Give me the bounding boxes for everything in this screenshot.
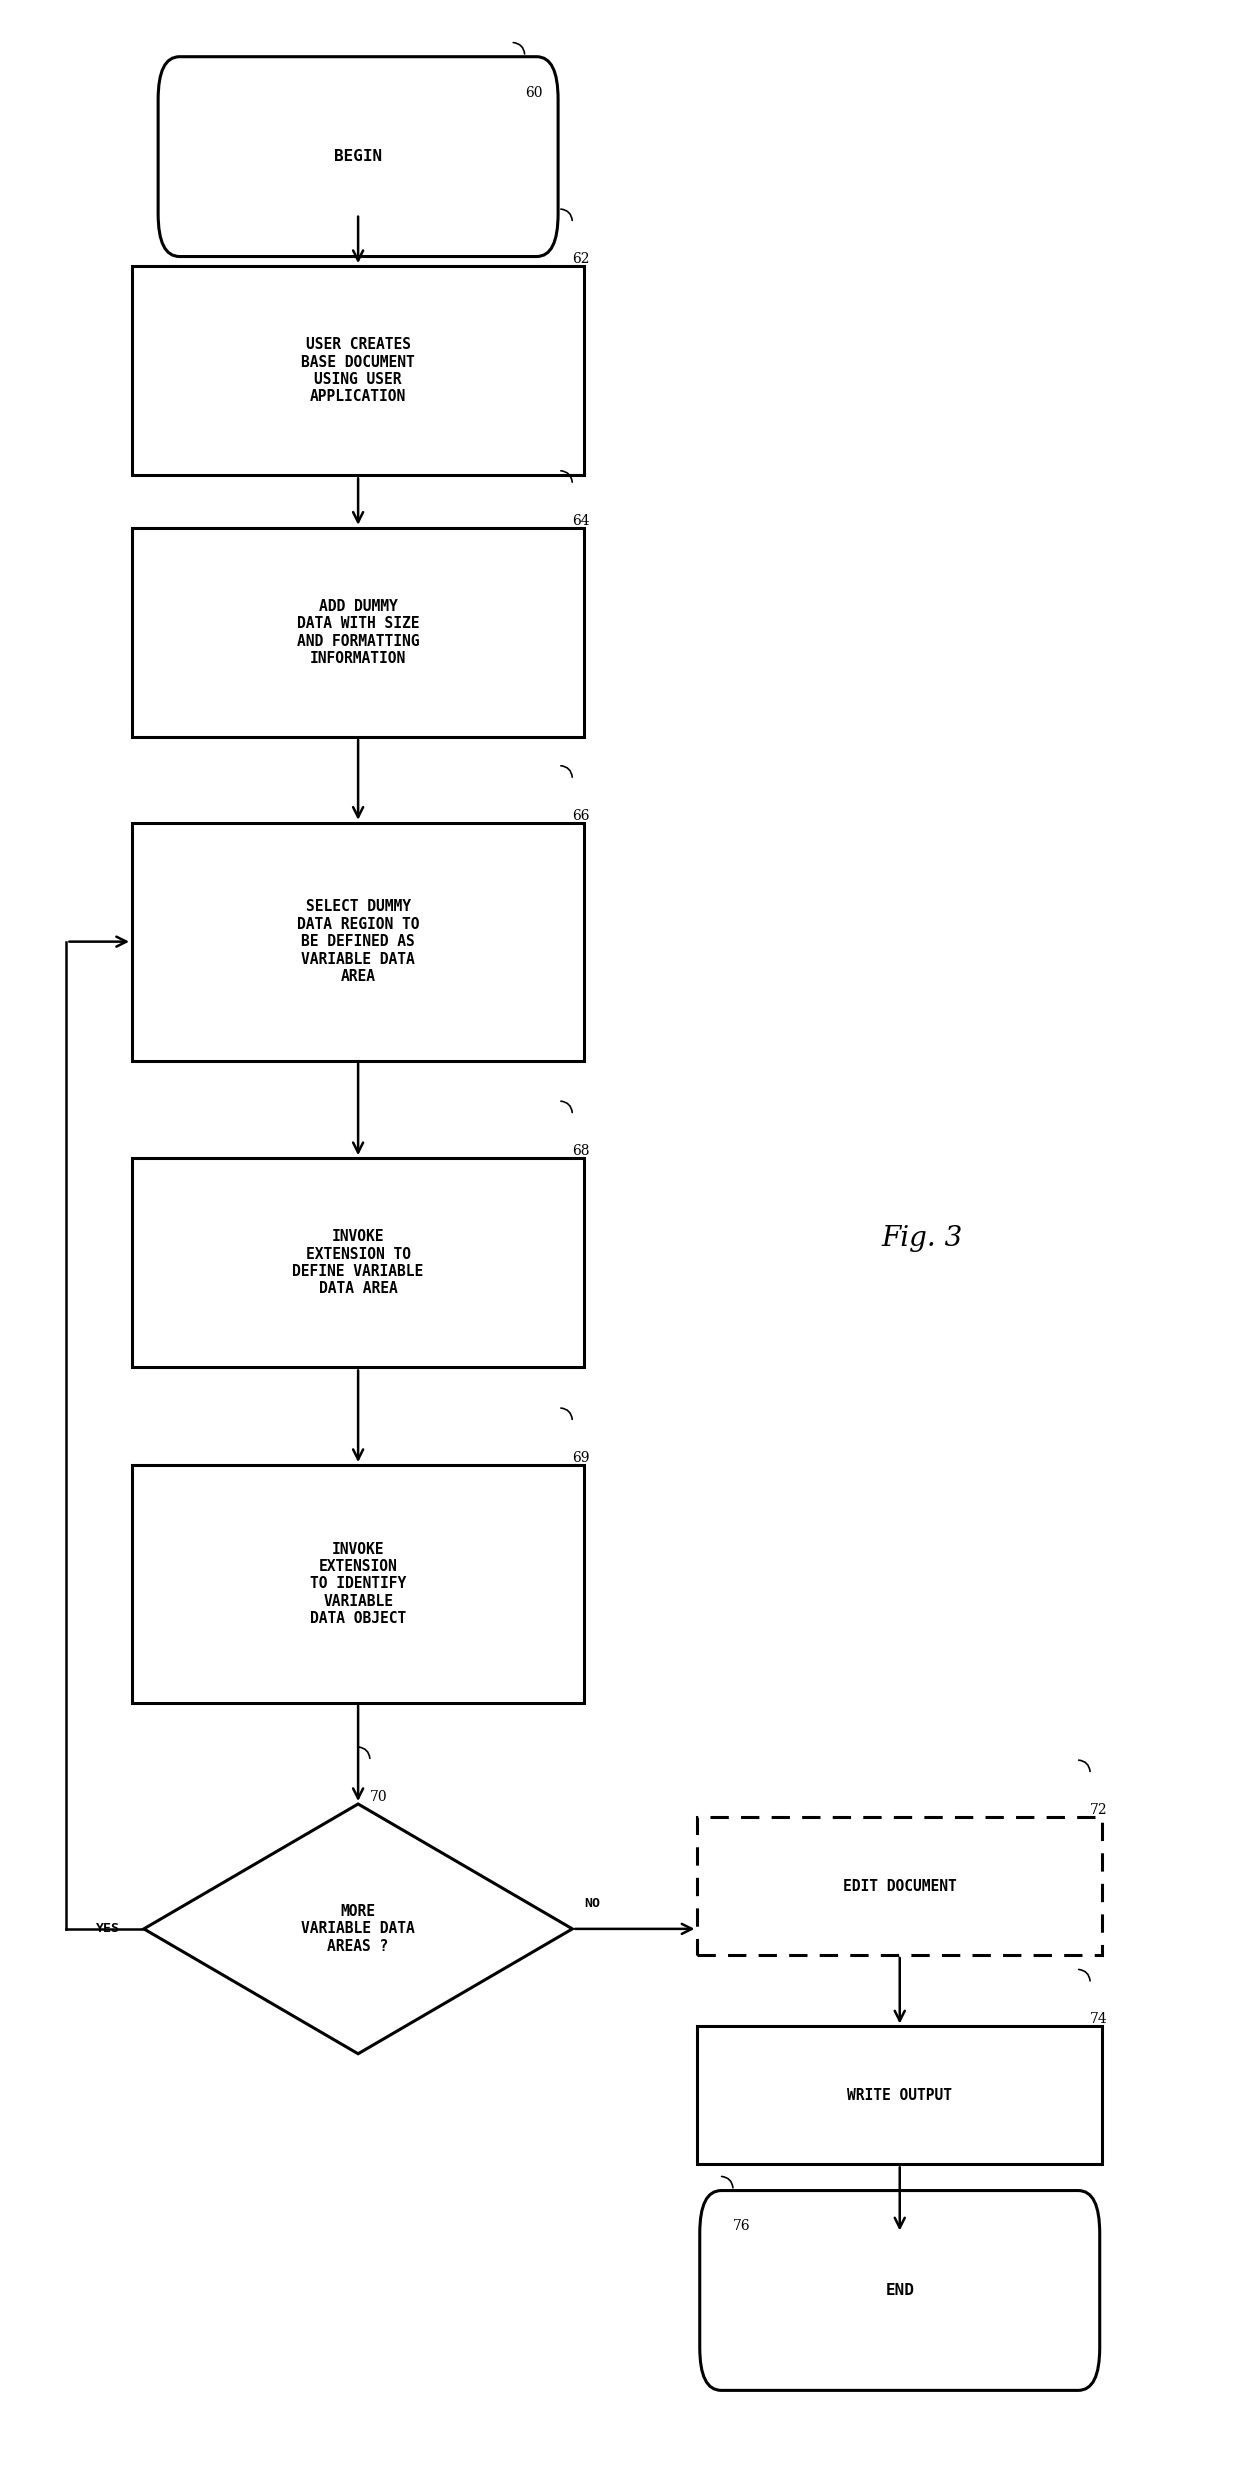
Text: 62: 62 — [573, 253, 590, 265]
Bar — [697, 2027, 1102, 2163]
Bar — [131, 823, 584, 1061]
FancyBboxPatch shape — [699, 2191, 1100, 2391]
Text: WRITE OUTPUT: WRITE OUTPUT — [847, 2089, 952, 2104]
Text: ADD DUMMY
DATA WITH SIZE
AND FORMATTING
INFORMATION: ADD DUMMY DATA WITH SIZE AND FORMATTING … — [296, 600, 419, 667]
Bar — [697, 1816, 1102, 1955]
Text: BEGIN: BEGIN — [334, 149, 382, 164]
Text: USER CREATES
BASE DOCUMENT
USING USER
APPLICATION: USER CREATES BASE DOCUMENT USING USER AP… — [301, 337, 415, 404]
Bar — [131, 1464, 584, 1702]
Text: END: END — [885, 2282, 914, 2297]
Bar — [131, 528, 584, 736]
Text: 72: 72 — [1090, 1804, 1107, 1816]
Text: 69: 69 — [573, 1452, 590, 1464]
Bar — [131, 265, 584, 476]
Polygon shape — [144, 1804, 573, 2054]
FancyBboxPatch shape — [159, 57, 558, 258]
Text: Fig. 3: Fig. 3 — [882, 1227, 963, 1251]
Text: 76: 76 — [733, 2220, 750, 2233]
Text: 66: 66 — [573, 808, 590, 823]
Text: YES: YES — [95, 1923, 120, 1935]
Text: 60: 60 — [525, 87, 542, 99]
Text: 68: 68 — [573, 1145, 590, 1157]
Bar — [131, 1157, 584, 1368]
Text: NO: NO — [584, 1896, 600, 1911]
Text: 64: 64 — [573, 513, 590, 528]
Text: SELECT DUMMY
DATA REGION TO
BE DEFINED AS
VARIABLE DATA
AREA: SELECT DUMMY DATA REGION TO BE DEFINED A… — [296, 900, 419, 984]
Text: INVOKE
EXTENSION
TO IDENTIFY
VARIABLE
DATA OBJECT: INVOKE EXTENSION TO IDENTIFY VARIABLE DA… — [310, 1541, 407, 1626]
Text: EDIT DOCUMENT: EDIT DOCUMENT — [843, 1878, 956, 1893]
Text: INVOKE
EXTENSION TO
DEFINE VARIABLE
DATA AREA: INVOKE EXTENSION TO DEFINE VARIABLE DATA… — [293, 1229, 424, 1296]
Text: 70: 70 — [370, 1789, 388, 1804]
Text: MORE
VARIABLE DATA
AREAS ?: MORE VARIABLE DATA AREAS ? — [301, 1903, 415, 1953]
Text: 74: 74 — [1090, 2012, 1109, 2027]
